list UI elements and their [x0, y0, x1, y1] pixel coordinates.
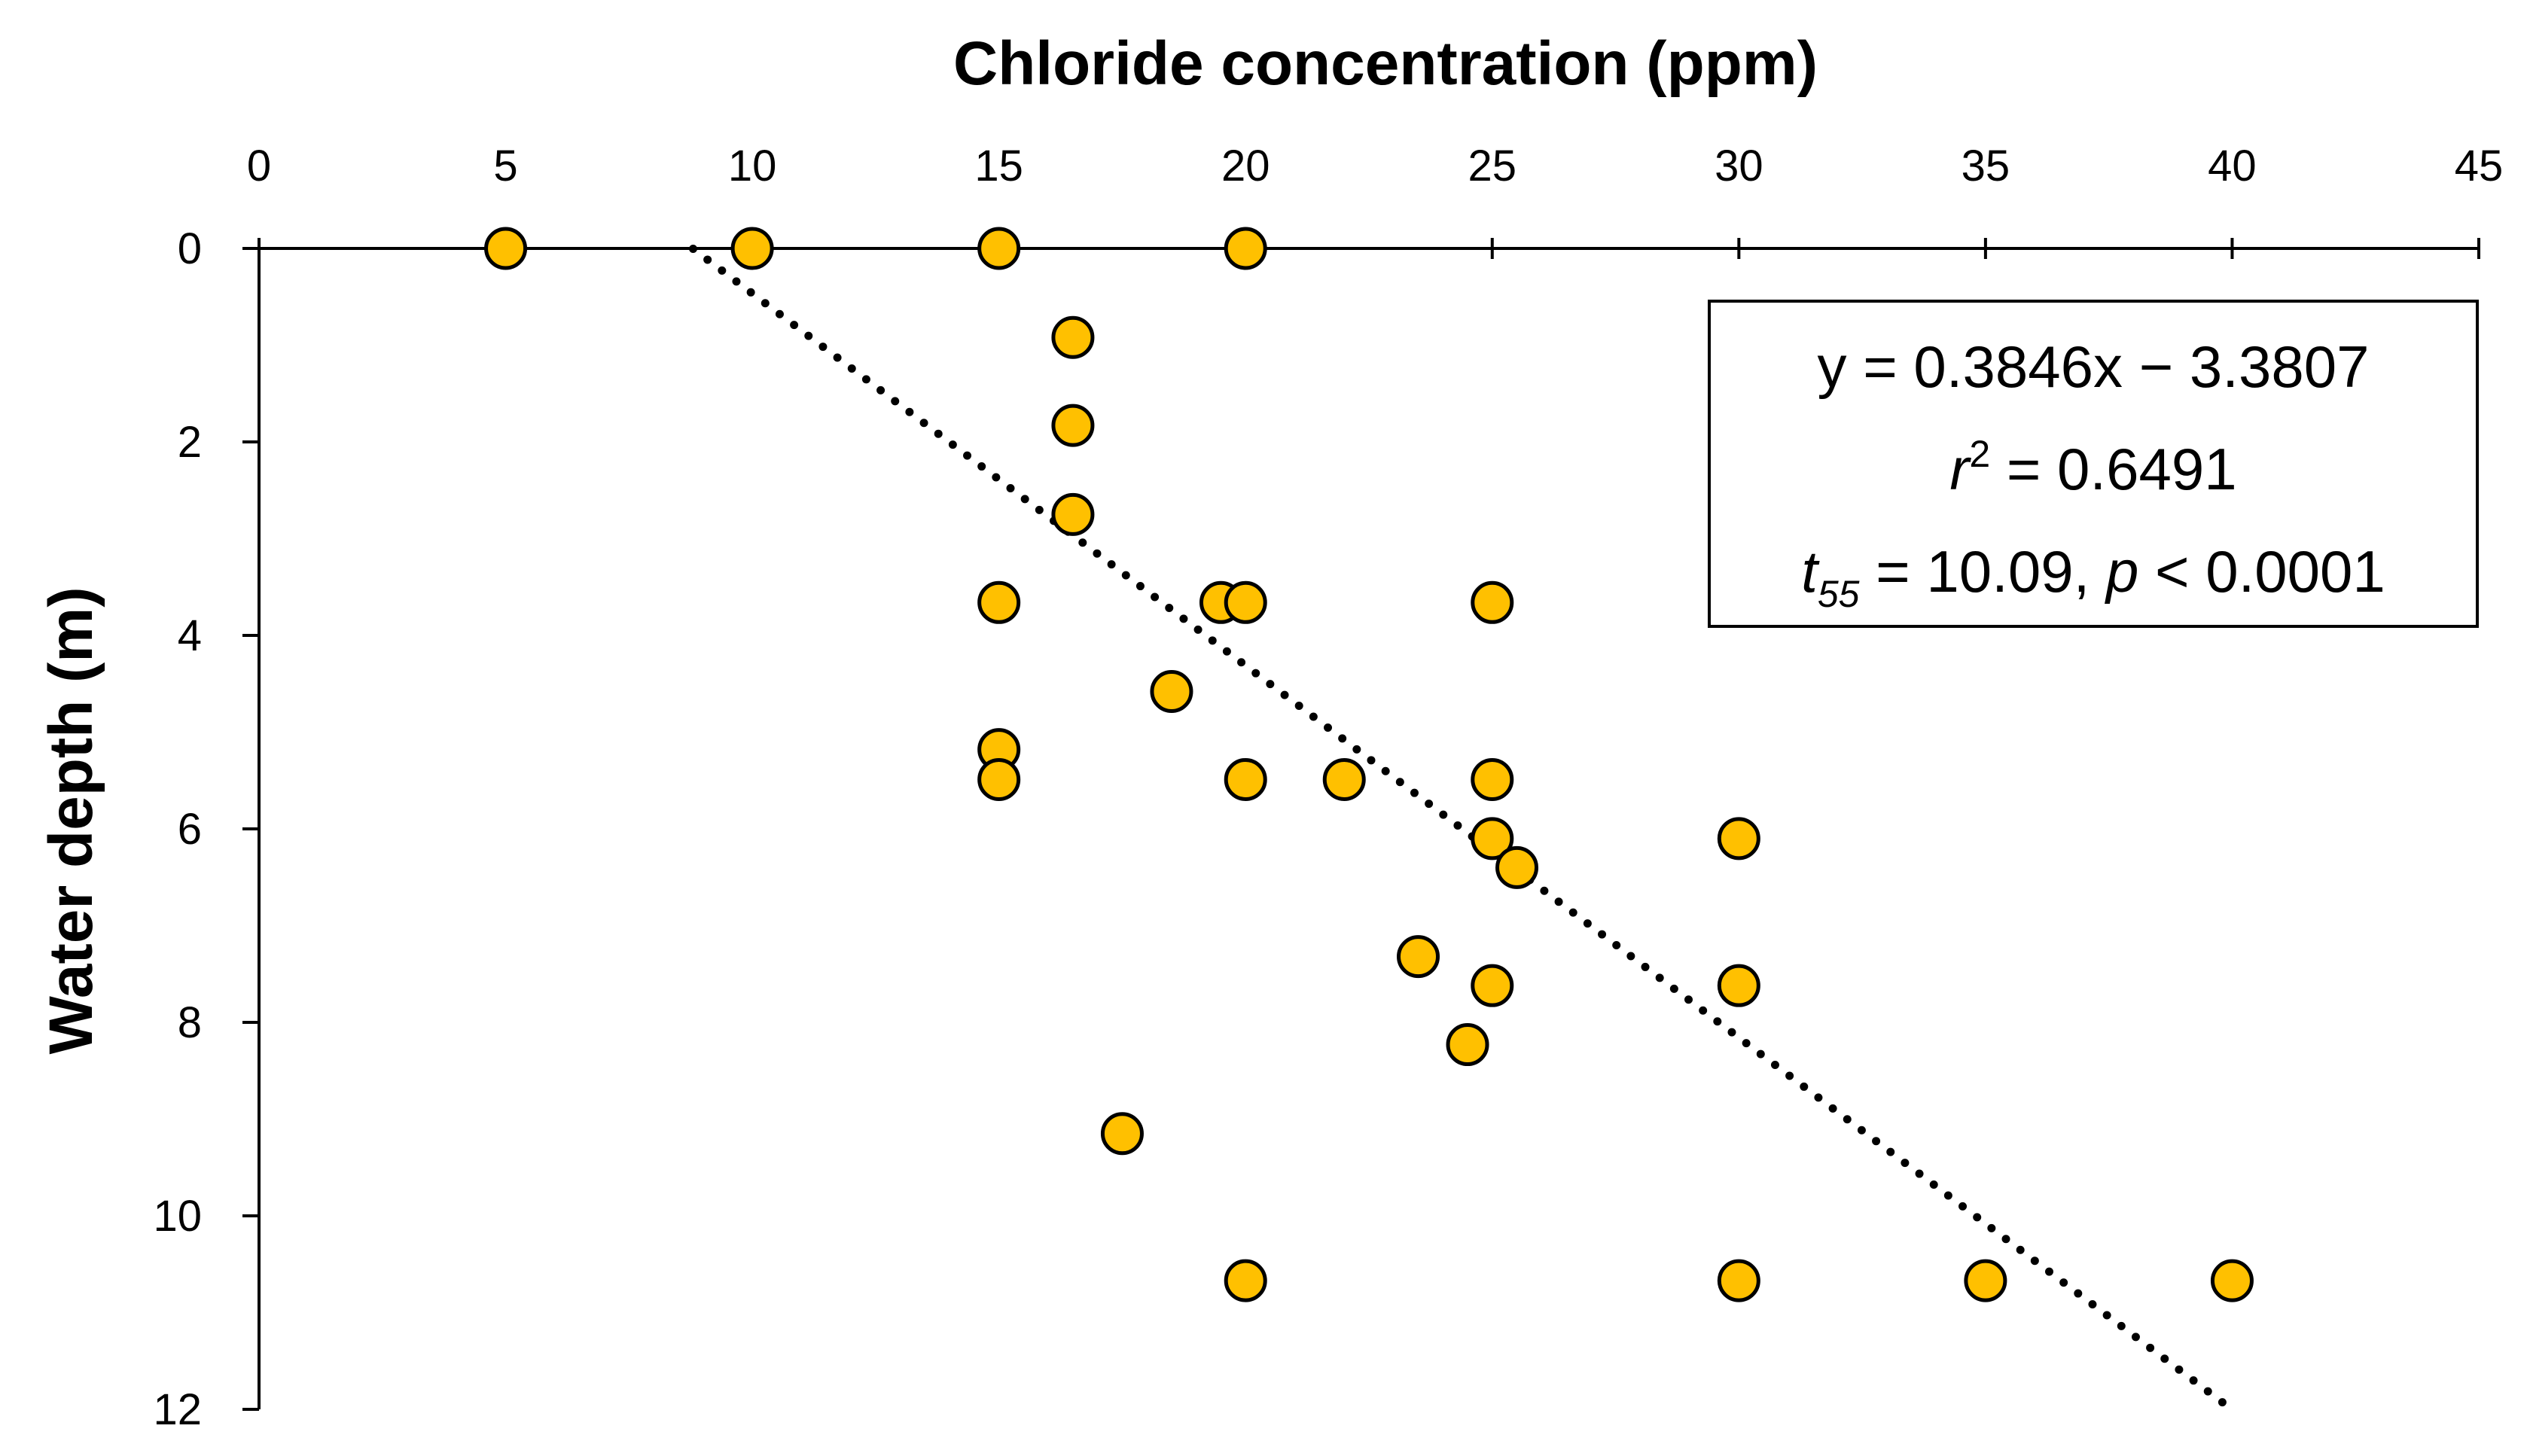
trendline: [688, 244, 2236, 1414]
data-point: [1471, 757, 1514, 801]
data-point: [1717, 964, 1760, 1007]
data-point: [1471, 817, 1514, 861]
x-tick-label: 45: [2455, 142, 2504, 190]
x-tick-label: 25: [1468, 142, 1517, 190]
data-point: [1051, 492, 1095, 536]
r-squared-line: r2 = 0.6491: [1949, 433, 2236, 502]
data-point: [2210, 1259, 2254, 1302]
data-point: [1717, 1259, 1760, 1302]
x-tick-label: 0: [247, 142, 271, 190]
data-point: [1224, 1259, 1267, 1302]
data-point: [1051, 404, 1095, 447]
x-tick-label: 15: [974, 142, 1023, 190]
data-point: [1717, 817, 1760, 861]
y-tick-label: 10: [153, 1192, 202, 1241]
data-point: [1964, 1259, 2007, 1302]
y-tick-label: 0: [178, 224, 202, 273]
data-point: [977, 227, 1021, 270]
y-tick-label: 8: [178, 998, 202, 1047]
regression-equation: y = 0.3846x − 3.3807: [1818, 334, 2370, 400]
y-tick-label: 6: [178, 805, 202, 854]
y-tick-label: 4: [178, 611, 202, 660]
y-axis: 0 2 4 6 8 10 12: [153, 224, 261, 1434]
data-point: [1100, 1112, 1144, 1156]
y-tick-label: 12: [153, 1385, 202, 1434]
data-point: [730, 227, 774, 270]
data-point: [1471, 580, 1514, 624]
data-point: [1471, 964, 1514, 1007]
data-point: [1224, 757, 1267, 801]
y-axis-title: Water depth (m): [37, 586, 105, 1054]
data-point: [1397, 935, 1440, 979]
x-axis-title: Chloride concentration (ppm): [953, 29, 1818, 98]
x-tick-label: 40: [2208, 142, 2257, 190]
y-tick-label: 2: [178, 418, 202, 467]
x-tick-label: 10: [728, 142, 777, 190]
data-point: [1224, 580, 1267, 624]
x-tick-label: 35: [1962, 142, 2010, 190]
x-tick-label: 20: [1221, 142, 1270, 190]
data-point: [1224, 227, 1267, 270]
x-tick-label: 30: [1715, 142, 1763, 190]
data-point: [1322, 757, 1366, 801]
trendline-group: [688, 244, 2236, 1414]
data-point: [1446, 1023, 1489, 1067]
stats-box-border: [1708, 300, 2479, 628]
t-test-line: t55 = 10.09, p < 0.0001: [1801, 538, 2385, 615]
data-point: [484, 227, 528, 270]
x-axis: 0 5 10 15 20 25 30 35 40 45: [247, 142, 2503, 259]
regression-stats-box: y = 0.3846x − 3.3807 r2 = 0.6491 t55 = 1…: [1708, 300, 2479, 628]
data-point: [977, 580, 1021, 624]
data-point: [1150, 670, 1193, 714]
data-point: [1051, 315, 1095, 359]
x-tick-label: 5: [493, 142, 517, 190]
data-points: [484, 227, 2254, 1302]
data-point: [977, 757, 1021, 801]
data-point: [1495, 845, 1539, 889]
